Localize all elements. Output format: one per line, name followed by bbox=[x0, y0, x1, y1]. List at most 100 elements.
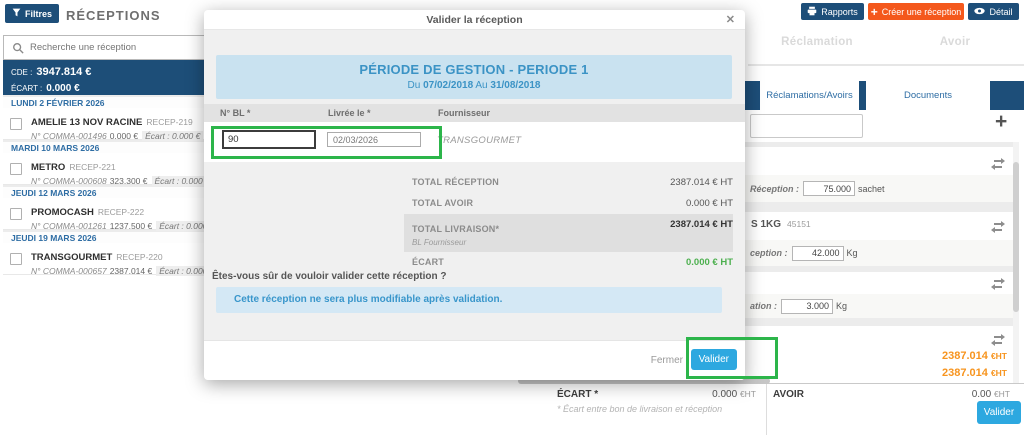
total-livraison-value: 2387.014 €HT bbox=[941, 367, 1007, 379]
modal-footer: Fermer Valider bbox=[204, 340, 745, 380]
form-input-row: TRANSGOURMET bbox=[204, 122, 745, 162]
qty-label: ception : bbox=[750, 248, 788, 258]
bl-number-input[interactable] bbox=[222, 130, 316, 149]
ecart-label: ÉCART * bbox=[557, 389, 599, 400]
cde-total: 3947.814 € bbox=[36, 66, 92, 78]
add-line-icon[interactable]: + bbox=[995, 110, 1008, 133]
close-icon[interactable]: ✕ bbox=[725, 14, 735, 26]
confirm-validate-button[interactable]: Valider bbox=[690, 349, 737, 370]
search-input[interactable] bbox=[30, 42, 198, 53]
vertical-scrollbar-thumb[interactable] bbox=[1013, 162, 1019, 312]
qty-label: ation : bbox=[750, 301, 777, 311]
warning-infobox: Cette réception ne sera plus modifiable … bbox=[216, 287, 722, 313]
swap-arrows-icon[interactable] bbox=[991, 333, 1005, 346]
detail-label: Détail bbox=[989, 6, 1013, 17]
reception-list-item[interactable]: PROMOCASH RECEP-222 N° COMMA-001261 1237.5… bbox=[3, 198, 218, 231]
product-qty-row: ation : Kg bbox=[745, 294, 1013, 318]
create-reception-button[interactable]: + Créer une réception bbox=[868, 3, 964, 20]
filter-icon bbox=[12, 8, 21, 19]
tab-reclamation-disabled: Réclamation bbox=[781, 36, 853, 48]
qty-unit: Kg bbox=[836, 301, 848, 311]
confirm-question: Êtes-vous sûr de vouloir valider cette r… bbox=[212, 271, 447, 282]
product-code: 45151 bbox=[787, 219, 811, 229]
tab-documents[interactable]: Documents bbox=[866, 81, 990, 110]
supplier-value: TRANSGOURMET bbox=[437, 135, 522, 146]
ecart-chip: Écart : 0.000 € bbox=[156, 221, 218, 231]
product-row bbox=[745, 147, 1013, 175]
vertical-scrollbar[interactable] bbox=[1013, 142, 1019, 383]
item-checkbox[interactable] bbox=[10, 253, 22, 265]
avoir-value: 0.00 €HT bbox=[971, 389, 1010, 400]
swap-arrows-icon[interactable] bbox=[991, 157, 1005, 170]
form-label-row: N° BL * Livrée le * Fournisseur bbox=[204, 104, 745, 122]
tab-avoir-disabled: Avoir bbox=[939, 36, 971, 48]
ecart-value: 0.000 €HT bbox=[712, 389, 756, 400]
modal-header: Valider la réception ✕ bbox=[204, 10, 745, 30]
search-icon bbox=[13, 42, 24, 54]
bl-label: N° BL * bbox=[220, 108, 251, 118]
ecart-chip: Écart : 0.000 € bbox=[151, 176, 213, 186]
qty-input[interactable] bbox=[791, 245, 844, 261]
period-dates: Du 07/02/2018 Au 31/08/2018 bbox=[407, 80, 541, 91]
reception-list-item[interactable]: AMELIE 13 NOV RACINE RECEP-219 N° COMMA-0… bbox=[3, 108, 205, 141]
close-modal-button[interactable]: Fermer bbox=[650, 355, 683, 366]
reports-label: Rapports bbox=[821, 6, 858, 17]
swap-arrows-icon[interactable] bbox=[991, 277, 1005, 290]
ecart-summary-panel: ÉCART * 0.000 €HT bbox=[545, 383, 766, 420]
total-reception-row: TOTAL RÉCEPTION 2387.014 € HT bbox=[412, 177, 733, 188]
qty-input[interactable] bbox=[781, 298, 833, 314]
date-group-header: LUNDI 2 FÉVRIER 2026 bbox=[3, 95, 205, 108]
receptions-sidebar: CDE :3947.814 € ÉCART :0.000 € LUNDI 2 F… bbox=[3, 35, 218, 276]
product-row: S 1KG 45151 bbox=[745, 212, 1013, 240]
total-livraison-subtitle: BL Fournisseur bbox=[412, 238, 467, 247]
disabled-tab-bar: Réclamation Avoir bbox=[748, 33, 1024, 66]
product-name: S 1KG 45151 bbox=[751, 219, 811, 230]
horizontal-scrollbar-thumb[interactable] bbox=[518, 378, 770, 384]
supplier-label: Fournisseur bbox=[438, 108, 491, 118]
item-checkbox[interactable] bbox=[10, 208, 22, 220]
total-reception-value: 2387.014 €HT bbox=[941, 350, 1007, 362]
item-checkbox[interactable] bbox=[10, 118, 22, 130]
validate-reception-modal: Valider la réception ✕ PÉRIODE DE GESTIO… bbox=[204, 10, 745, 380]
ecart-row: ÉCART 0.000 € HT bbox=[412, 257, 733, 268]
reports-button[interactable]: Rapports bbox=[801, 3, 864, 20]
product-filter-input[interactable] bbox=[750, 114, 863, 138]
ecart-footnote: * Écart entre bon de livraison et récept… bbox=[557, 404, 723, 414]
qty-input[interactable] bbox=[803, 181, 856, 196]
detail-button[interactable]: Détail bbox=[968, 3, 1019, 20]
filters-button[interactable]: Filtres bbox=[5, 4, 59, 23]
ecart-chip: Écart : 0.000 € bbox=[156, 266, 218, 276]
avoir-summary-panel: AVOIR 0.00 €HT Valider bbox=[766, 383, 1024, 435]
ecart-chip: Écart : 0.000 € bbox=[142, 131, 204, 141]
report-icon bbox=[807, 6, 817, 18]
page-title: RÉCEPTIONS bbox=[66, 8, 161, 23]
avoir-label: AVOIR bbox=[773, 389, 804, 400]
totals-summary: CDE :3947.814 € ÉCART :0.000 € bbox=[3, 60, 205, 95]
search-box bbox=[3, 35, 205, 60]
qty-label: Réception : bbox=[750, 183, 800, 194]
product-row bbox=[745, 272, 1013, 294]
date-group-header: JEUDI 19 MARS 2026 bbox=[3, 230, 205, 243]
swap-arrows-icon[interactable] bbox=[991, 220, 1005, 233]
create-reception-label: Créer une réception bbox=[881, 6, 962, 17]
tab-reclamations-avoirs[interactable]: Réclamations/Avoirs bbox=[760, 81, 859, 110]
reception-list-item[interactable]: TRANSGOURMET RECEP-220 N° COMMA-000657 238… bbox=[3, 243, 218, 276]
qty-unit: Kg bbox=[846, 248, 858, 258]
product-qty-row: Réception : sachet bbox=[745, 175, 1013, 202]
ecart-total: 0.000 € bbox=[46, 83, 80, 94]
delivered-date-input[interactable] bbox=[327, 132, 421, 147]
date-group-header: MARDI 10 MARS 2026 bbox=[3, 140, 205, 153]
plus-icon: + bbox=[870, 4, 878, 19]
eye-icon bbox=[974, 7, 986, 17]
reception-list-item[interactable]: METRO RECEP-221 N° COMMA-000608 323.300 € É… bbox=[3, 153, 213, 186]
item-checkbox[interactable] bbox=[10, 163, 22, 175]
total-avoir-row: TOTAL AVOIR 0.000 € HT bbox=[412, 198, 733, 209]
modal-title: Valider la réception bbox=[426, 14, 523, 26]
modal-totals: TOTAL RÉCEPTION 2387.014 € HT TOTAL AVOI… bbox=[404, 172, 733, 273]
validate-reception-button[interactable]: Valider bbox=[977, 401, 1021, 424]
total-livraison-row: TOTAL LIVRAISON* BL Fournisseur 2387.014… bbox=[404, 214, 733, 252]
period-title: PÉRIODE DE GESTION - PERIODE 1 bbox=[359, 62, 589, 77]
delivered-label: Livrée le * bbox=[328, 108, 371, 118]
